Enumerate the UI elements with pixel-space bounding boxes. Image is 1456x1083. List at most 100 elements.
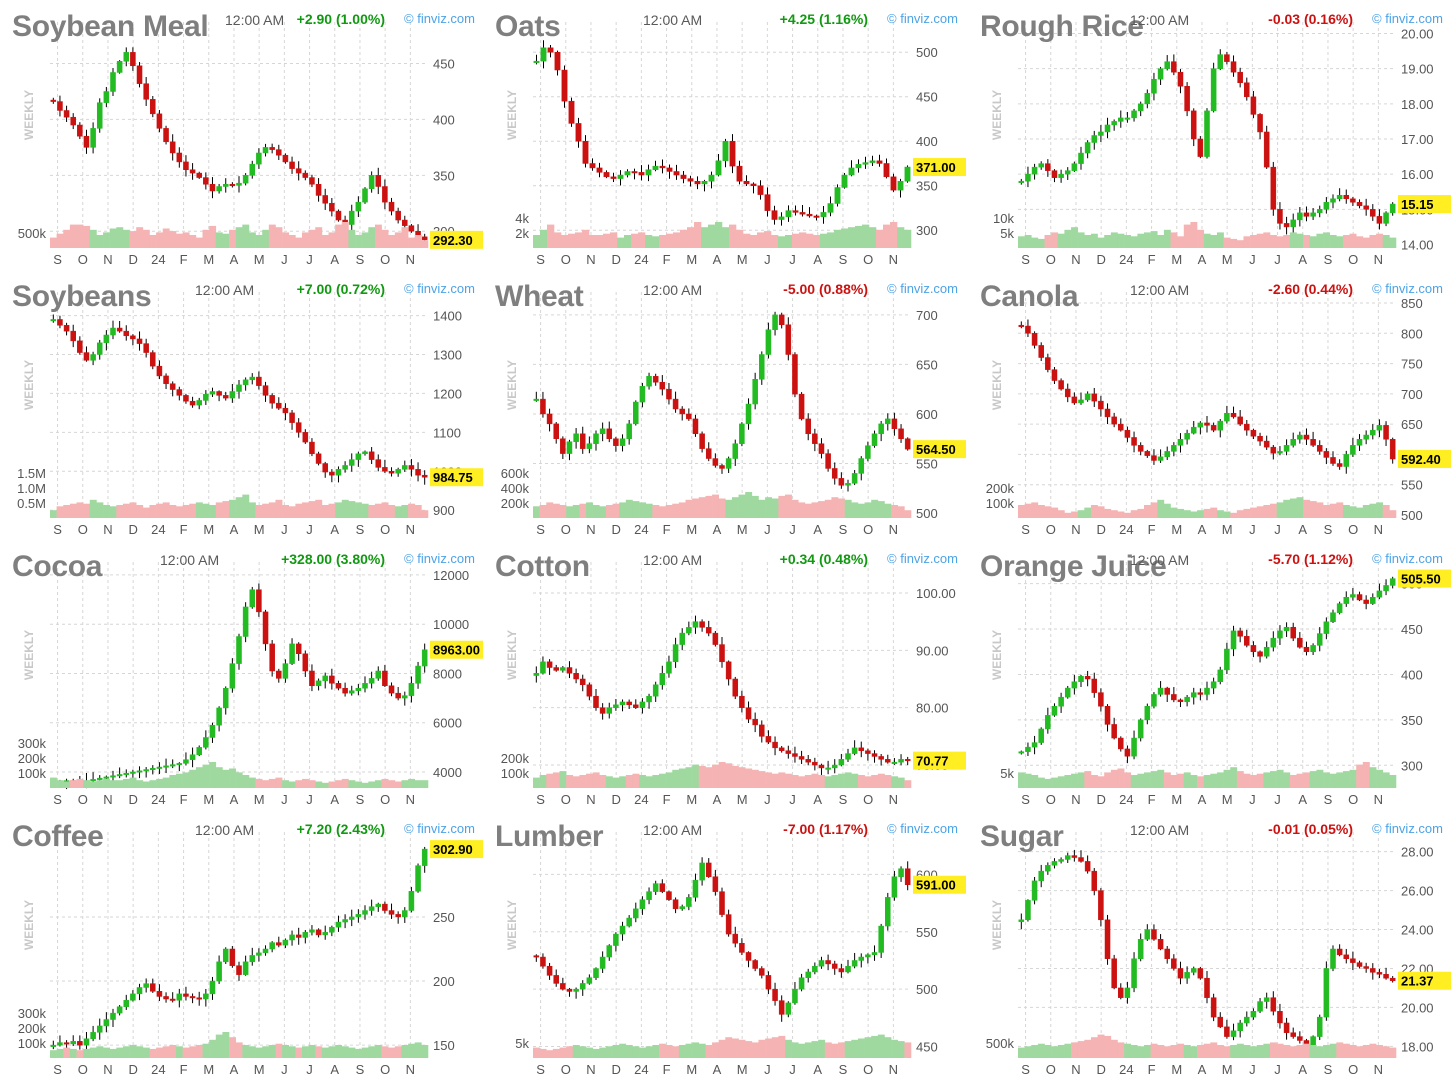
- candle: [216, 183, 222, 194]
- candle-body: [1118, 987, 1124, 998]
- candle: [249, 160, 256, 179]
- volume-bar: [547, 224, 555, 248]
- x-tick-label: S: [356, 252, 365, 267]
- candle-body: [276, 402, 282, 409]
- candle: [736, 160, 743, 185]
- volume-bar: [341, 1046, 349, 1058]
- volume-bar: [1216, 1045, 1224, 1058]
- chart-panel[interactable]: S O N D 24 F M A M J J A S O N 28.00 26.00 24.00 22.00 20.0…: [968, 810, 1451, 1080]
- candle-body: [1290, 626, 1296, 639]
- candle-body: [1038, 163, 1044, 168]
- candle: [348, 204, 355, 231]
- volume-bar: [1356, 507, 1364, 518]
- candle: [1131, 730, 1137, 760]
- candle: [1118, 418, 1124, 432]
- chart-panel[interactable]: S O N D 24 F M A M J J A S O N 250 200 150 WEEKLY 300k 200k 1…: [0, 810, 483, 1080]
- candle-body: [566, 667, 573, 674]
- candle-body: [1177, 699, 1184, 702]
- candle-body: [752, 718, 758, 726]
- chart-panel[interactable]: SOND24FMAMJJASON500450400350300WEEKLY5k5…: [968, 540, 1451, 810]
- volume-bar: [897, 227, 905, 248]
- volume-bar: [109, 780, 117, 788]
- interval-label: WEEKLY: [990, 900, 1004, 950]
- y-tick-label: 14.00: [1401, 237, 1434, 252]
- candle: [1370, 963, 1376, 980]
- x-tick-label: A: [713, 522, 722, 537]
- candle-body: [765, 329, 772, 355]
- candle-body: [566, 441, 573, 454]
- candle: [812, 757, 818, 771]
- candle: [858, 741, 865, 758]
- candle: [1151, 72, 1157, 101]
- candle-body: [1111, 958, 1117, 989]
- interval-label: WEEKLY: [505, 90, 519, 140]
- volume-bar: [1144, 1045, 1151, 1058]
- candle-body: [699, 862, 705, 881]
- candle-body: [382, 467, 388, 472]
- candle: [163, 758, 169, 774]
- candle: [1270, 991, 1277, 1016]
- x-tick-label: D: [128, 522, 137, 537]
- chart-panel[interactable]: S O N D 24 F M A M J J A S O N 20.00 19.00 18.00 17.00 16.0…: [968, 0, 1451, 270]
- x-tick-label: F: [1148, 522, 1156, 537]
- x-tick-label: S: [1021, 792, 1030, 807]
- candle: [77, 122, 83, 140]
- candle: [1336, 601, 1343, 615]
- candle-body: [1084, 142, 1091, 154]
- x-tick-label: N: [1374, 522, 1383, 537]
- candle-body: [568, 100, 575, 124]
- volume-bar: [1190, 1046, 1198, 1058]
- candle: [851, 952, 858, 969]
- candle-body: [778, 747, 785, 751]
- candle-body: [806, 213, 813, 217]
- candle-body: [757, 185, 764, 195]
- chart-panel[interactable]: SOND24FMAMJJASON850800750700650600550500…: [968, 270, 1451, 540]
- chart-panel[interactable]: S O N D 24 F M A M J J A S O N 500 450 400 350 300 WEEKLY 4k 2…: [483, 0, 966, 270]
- change-label: +7.00 (0.72%): [296, 281, 385, 297]
- candle: [1389, 437, 1396, 464]
- volume-bar: [1336, 772, 1344, 788]
- volume-bar: [1349, 506, 1357, 518]
- candle: [1363, 962, 1369, 973]
- volume-bar: [103, 778, 110, 788]
- candle: [554, 50, 561, 76]
- x-tick-label: O: [561, 792, 571, 807]
- x-tick-label: J: [1249, 252, 1256, 267]
- candle: [666, 164, 673, 179]
- volume-bar: [109, 228, 117, 248]
- volume-bar: [1018, 772, 1025, 788]
- x-tick-label: N: [103, 522, 112, 537]
- candle: [83, 1031, 90, 1051]
- chart-panel[interactable]: S O N D 24 F M A M J J A S O N 12000 10000 8000 6000 4000 WE…: [0, 540, 483, 810]
- volume-bar: [552, 1048, 560, 1058]
- candle: [1323, 448, 1330, 465]
- candle: [1157, 681, 1164, 697]
- candle: [546, 659, 553, 675]
- candle: [743, 175, 750, 186]
- volume-bar: [818, 1039, 826, 1058]
- x-tick-label: O: [1046, 522, 1056, 537]
- chart-panel[interactable]: SOND24FMAMJJASON450400350300WEEKLY500k29…: [0, 0, 483, 270]
- candle: [1376, 419, 1383, 438]
- candle: [110, 1008, 116, 1027]
- volume-bar: [169, 1045, 177, 1058]
- candle: [639, 382, 646, 408]
- chart-panel[interactable]: SOND24FMAMJJASON14001300120011001000900W…: [0, 270, 483, 540]
- candle: [566, 987, 573, 997]
- candle-body: [1217, 54, 1224, 69]
- x-tick-label: A: [1198, 252, 1207, 267]
- volume-bar: [202, 229, 210, 248]
- volume-bar: [771, 498, 779, 518]
- candle: [1098, 395, 1104, 417]
- candle: [1031, 877, 1038, 905]
- volume-bar: [222, 501, 230, 518]
- chart-panel[interactable]: S O N D 24 F M A M J J A S O N 700 650 600 550 500 WEEKLY 600…: [483, 270, 966, 540]
- candle: [143, 338, 149, 358]
- candle: [878, 923, 884, 959]
- volume-bar: [129, 777, 137, 788]
- chart-panel[interactable]: SOND24FMAMJJASON100.0090.0080.0070.00WEE…: [483, 540, 966, 810]
- interval-label: WEEKLY: [22, 630, 36, 680]
- volume-bar: [129, 1045, 137, 1058]
- chart-panel[interactable]: S O N D 24 F M A M J J A S O N 600 550 500 450 WEEKLY 5k 591.…: [483, 810, 966, 1080]
- candle: [1157, 449, 1164, 463]
